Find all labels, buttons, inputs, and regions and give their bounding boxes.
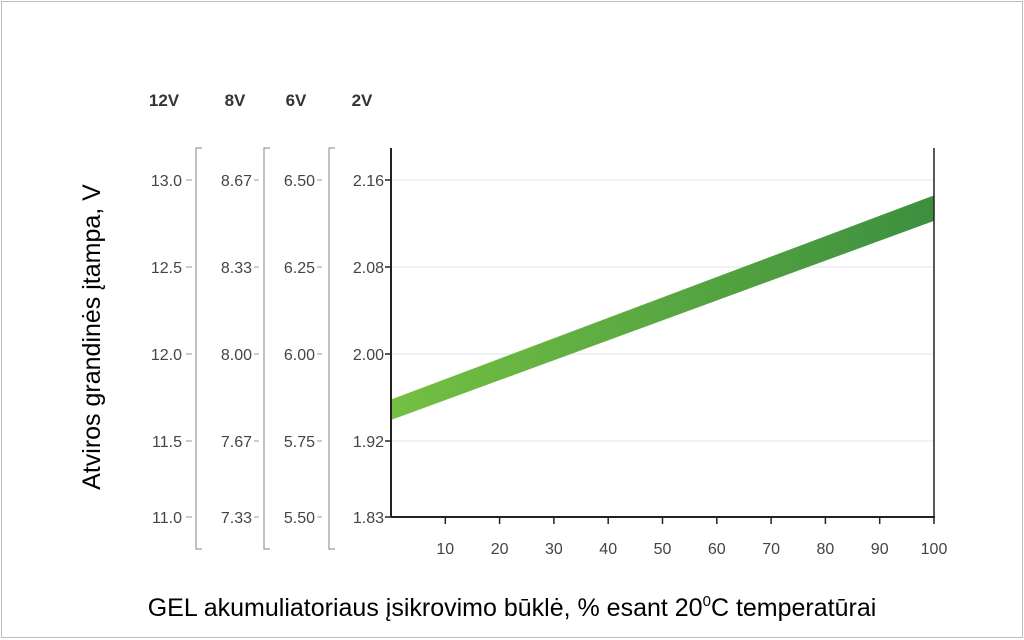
x-tick-label: 80 [817,541,835,558]
scale-brackets [186,147,335,550]
y-tick-label: 7.33 [221,510,252,527]
scale-bracket [263,147,270,550]
y-axis-title: Atviros grandinės įtampa, V [78,184,106,490]
y-tick-label: 11.0 [152,510,182,527]
x-tick-label: 20 [491,541,509,558]
gridlines [391,179,934,442]
labels: 10 20 30 40 50 60 70 80 90 100 12V 13.0 12.5 12.0 11.5… [78,91,947,622]
x-tick-label: 50 [654,541,672,558]
y-tick-label: 12.0 [151,347,182,364]
y-tick-label: 1.83 [353,510,384,527]
y-tick-label: 13.0 [151,173,182,190]
axes [385,148,935,524]
y-tick-label: 8.67 [221,173,252,190]
y-tick-label: 7.67 [221,434,252,451]
x-tick-label: 70 [762,541,780,558]
y-tick-label: 2.16 [353,173,384,190]
y-tick-label: 6.00 [284,347,315,364]
y-tick-label: 5.75 [284,434,315,451]
y-tick-label: 8.33 [221,260,252,277]
x-tick-label: 60 [708,541,726,558]
y-tick-label: 12.5 [151,260,182,277]
scale-bracket [195,147,202,550]
scale-header-2v: 2V [352,91,373,110]
x-tick-label: 10 [436,541,454,558]
scale-header-6v: 6V [286,91,307,110]
x-tick-label: 100 [921,541,948,558]
x-tick-label: 30 [545,541,563,558]
y-tick-label: 8.00 [221,347,252,364]
y-tick-label: 1.92 [353,434,384,451]
x-tick-label: 40 [599,541,617,558]
y-tick-label: 2.00 [353,347,384,364]
y-tick-label: 11.5 [152,434,182,451]
scale-header-8v: 8V [225,91,246,110]
y-tick-label: 2.08 [353,260,384,277]
band-layer [391,195,934,420]
charge-band [391,195,934,420]
x-axis-title: GEL akumuliatoriaus įsikrovimo būklė, % … [148,593,877,622]
scale-bracket [328,147,335,550]
y-tick-label: 6.25 [284,260,315,277]
y-tick-label: 6.50 [284,173,315,190]
scale-header-12v: 12V [149,91,180,110]
y-tick-label: 5.50 [284,510,315,527]
x-tick-label: 90 [871,541,889,558]
